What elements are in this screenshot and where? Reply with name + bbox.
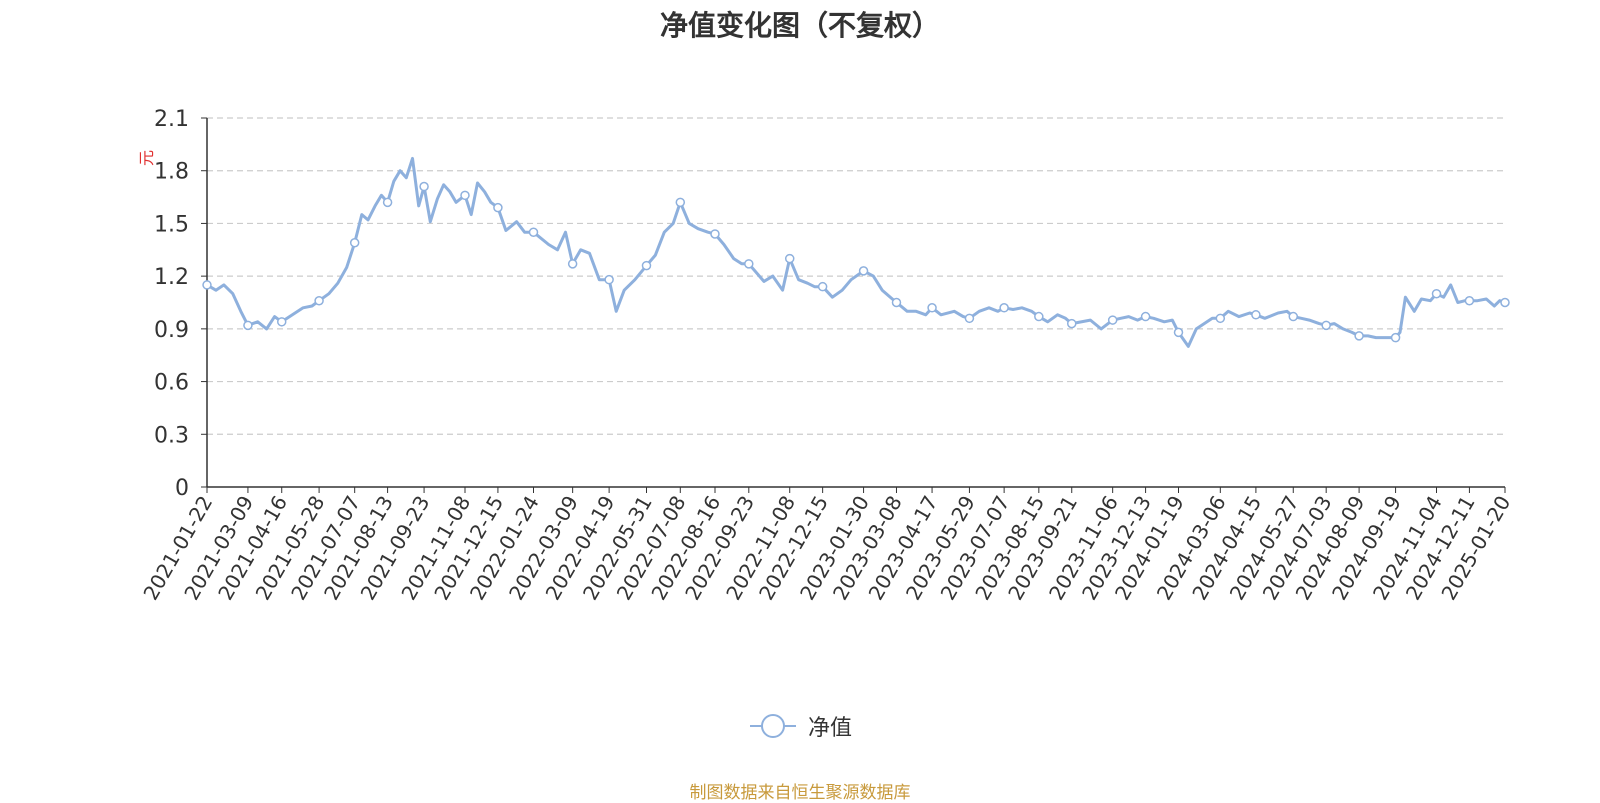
data-point [567,259,578,269]
data-point [641,260,652,271]
data-point [1034,311,1044,322]
data-point [202,280,212,290]
marker-layer [202,181,1510,343]
data-point [817,281,828,292]
data-point [419,181,429,192]
legend[interactable]: 净值 [0,710,1600,742]
data-point [1464,295,1475,306]
data-point [382,197,393,208]
y-tick-label: 1.2 [154,265,189,290]
data-point [710,229,720,239]
data-point [276,317,287,327]
series-line [206,156,1506,348]
y-tick-label: 1.8 [154,160,189,185]
data-point [349,238,360,248]
data-point [744,259,754,269]
legend-line-marker [749,714,796,738]
data-point [1215,313,1226,324]
y-axis-label: 元 [137,150,156,166]
y-tick-label: 0.6 [154,371,189,396]
data-point [891,297,902,308]
data-point [675,197,686,208]
chart-title: 净值变化图（不复权） [659,9,940,42]
data-point [1107,315,1118,325]
data-point [604,274,614,285]
data-point [1066,318,1077,329]
y-tick-label: 0 [175,476,189,501]
data-point [999,303,1009,313]
grid-lines [207,117,1505,435]
data-point [314,295,324,306]
y-tick-label: 0.9 [154,318,189,343]
y-tick-label: 2.1 [154,107,189,132]
data-point [964,313,975,324]
axes [201,117,1506,493]
data-point [1431,288,1442,299]
data-point [927,303,937,313]
data-point [1500,297,1510,308]
legend-label: 净值 [807,716,852,741]
data-point [858,266,869,276]
data-point [784,253,795,264]
data-point [1354,331,1364,341]
data-point [528,227,539,237]
data-point [1251,310,1261,320]
data-point [1288,311,1299,322]
data-point [1173,327,1184,338]
data-point [460,190,470,201]
series-layer [206,156,1506,348]
data-point [243,320,253,331]
y-tick-labels: 0 0.3 0.6 0.9 1.2 1.5 1.8 2.1 [154,107,189,501]
y-tick-label: 0.3 [154,423,189,448]
data-point [493,202,503,213]
x-tick-labels: 2021-01-222021-03-092021-04-162021-05-28… [138,492,1515,605]
data-point [1140,311,1151,322]
y-tick-label: 1.5 [154,212,189,237]
data-point [1321,320,1331,331]
source-note: 制图数据来自恒生聚源数据库 [689,783,911,803]
data-point [1390,332,1401,343]
